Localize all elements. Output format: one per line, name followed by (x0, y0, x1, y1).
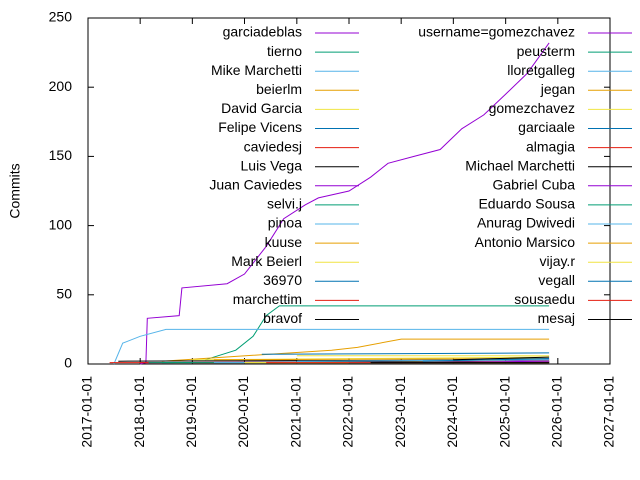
legend-label: garciadeblas (223, 24, 302, 40)
series-line (113, 328, 550, 365)
legend-label: jegan (540, 81, 575, 97)
legend-label: 36970 (263, 272, 302, 288)
x-tick-label: 2020-01-01 (235, 376, 251, 448)
series-line (261, 352, 550, 355)
legend-label: garciaale (518, 119, 575, 135)
series-line (140, 42, 550, 365)
series-line (422, 358, 550, 362)
y-tick-label: 250 (49, 9, 73, 25)
legend-label: marchettim (233, 291, 302, 307)
legend-label: Felipe Vicens (218, 119, 302, 135)
legend-label: Eduardo Sousa (478, 196, 575, 212)
legend-label: mesaj (538, 310, 575, 326)
legend-label: Mark Beierl (231, 253, 302, 269)
legend-label: vijay.r (539, 253, 575, 269)
x-tick-label: 2027-01-01 (601, 376, 617, 448)
legend-label: Anurag Dwivedi (477, 215, 575, 231)
legend-label: Gabriel Cuba (493, 177, 576, 193)
legend-label: gomezchavez (489, 100, 575, 116)
legend-label: sousaedu (514, 291, 575, 307)
legend-label: kuuse (265, 234, 303, 250)
legend-label: lloretgalleg (507, 62, 575, 78)
x-tick-label: 2026-01-01 (549, 376, 565, 448)
x-tick-label: 2019-01-01 (183, 376, 199, 448)
legend-label: almagia (526, 138, 575, 154)
legend-label: Mike Marchetti (211, 62, 302, 78)
y-tick-label: 100 (49, 216, 73, 232)
legend-label: David Garcia (221, 100, 302, 116)
x-tick-label: 2021-01-01 (288, 376, 304, 448)
x-tick-label: 2025-01-01 (496, 376, 512, 448)
series-line (205, 305, 550, 361)
legend-label: Michael Marchetti (465, 157, 575, 173)
series-line (453, 356, 550, 361)
x-tick-label: 2018-01-01 (131, 376, 147, 448)
x-tick-label: 2024-01-01 (444, 376, 460, 448)
x-tick-label: 2017-01-01 (79, 376, 95, 448)
legend-label: Antonio Marsico (475, 234, 576, 250)
y-axis-label: Commits (7, 163, 23, 218)
y-tick-label: 0 (64, 355, 72, 371)
legend-label: tierno (267, 43, 302, 59)
legend-label: selvi.j (267, 196, 302, 212)
legend-label: bravof (263, 310, 302, 326)
legend-label: vegall (538, 272, 575, 288)
legend-label: pinoa (268, 215, 302, 231)
legend-label: beierlm (256, 81, 302, 97)
x-tick-label: 2022-01-01 (340, 376, 356, 448)
legend-label: peusterm (517, 43, 575, 59)
legend-label: caviedesj (244, 138, 302, 154)
y-tick-label: 200 (49, 78, 73, 94)
legend-label: Luis Vega (241, 157, 303, 173)
x-tick-label: 2023-01-01 (392, 376, 408, 448)
legend-label: Juan Caviedes (209, 177, 302, 193)
y-tick-label: 50 (56, 286, 72, 302)
legend-label: username=gomezchavez (418, 24, 575, 40)
series-line (296, 359, 550, 362)
y-tick-label: 150 (49, 147, 73, 163)
